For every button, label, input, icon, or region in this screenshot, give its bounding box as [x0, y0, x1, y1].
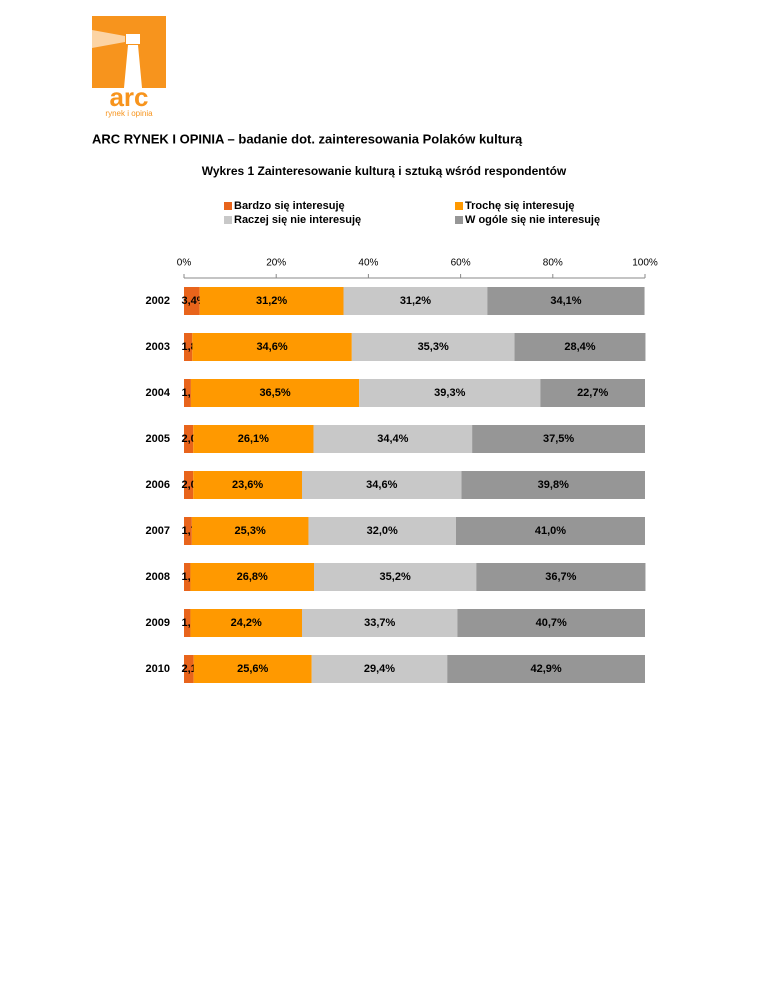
- data-label: 31,2%: [256, 295, 287, 307]
- bar-segment: [184, 287, 200, 315]
- document-title: ARC RYNEK I OPINIA – badanie dot. zainte…: [92, 131, 523, 146]
- bar-segment: [199, 287, 344, 315]
- data-label: 34,1%: [550, 295, 581, 307]
- bar-segment: [514, 333, 646, 361]
- bar-segment: [302, 471, 462, 499]
- x-tick-label: 80%: [543, 258, 563, 269]
- bar-segment: [184, 333, 193, 361]
- bar-segment: [447, 655, 645, 683]
- data-label: 39,8%: [538, 479, 569, 491]
- bar-segment: [308, 517, 456, 545]
- bar-segment: [184, 609, 191, 637]
- y-tick-label: 2008: [146, 571, 170, 583]
- x-tick-label: 60%: [451, 258, 471, 269]
- bar-segment: [184, 517, 192, 545]
- logo-lighthouse: [124, 45, 142, 88]
- data-label: 42,9%: [531, 663, 562, 675]
- legend-swatch: [224, 216, 232, 224]
- data-label: 28,4%: [564, 341, 595, 353]
- legend-swatch: [455, 216, 463, 224]
- bar-segment: [193, 425, 314, 453]
- data-label: 26,8%: [237, 571, 268, 583]
- bar-segment: [457, 609, 645, 637]
- data-label: 35,3%: [418, 341, 449, 353]
- x-tick-label: 100%: [632, 258, 658, 269]
- logo-text: arc: [109, 82, 148, 112]
- y-tick-label: 2006: [146, 479, 170, 491]
- legend-label: W ogóle się nie interesuję: [465, 214, 600, 226]
- data-label: 33,7%: [364, 617, 395, 629]
- legend-swatch: [224, 202, 232, 210]
- bar-segment: [190, 379, 360, 407]
- logo-beam: [92, 30, 125, 48]
- bar-segment: [314, 563, 477, 591]
- bar-segment: [190, 609, 303, 637]
- data-label: 24,2%: [231, 617, 262, 629]
- data-label: 39,3%: [434, 387, 465, 399]
- legend-label: Trochę się interesuję: [465, 200, 574, 212]
- data-label: 34,6%: [256, 341, 287, 353]
- bar-segment: [193, 655, 312, 683]
- y-tick-label: 2002: [146, 295, 170, 307]
- x-tick-label: 0%: [177, 258, 192, 269]
- y-tick-label: 2010: [146, 663, 170, 675]
- bar-segment: [487, 287, 645, 315]
- data-label: 31,2%: [400, 295, 431, 307]
- data-label: 35,2%: [380, 571, 411, 583]
- bar-segment: [461, 471, 645, 499]
- bar-segment: [313, 425, 473, 453]
- data-label: 34,4%: [377, 433, 408, 445]
- bar-segment: [184, 471, 194, 499]
- data-label: 32,0%: [367, 525, 398, 537]
- data-label: 41,0%: [535, 525, 566, 537]
- bar-segment: [476, 563, 646, 591]
- bar-segment: [455, 517, 645, 545]
- y-tick-label: 2005: [146, 433, 170, 445]
- y-tick-label: 2004: [146, 387, 171, 399]
- bar-segment: [184, 379, 191, 407]
- logo-lamp: [126, 34, 140, 44]
- bar-segment: [193, 471, 303, 499]
- data-label: 22,7%: [577, 387, 608, 399]
- data-label: 40,7%: [536, 617, 567, 629]
- data-label: 29,4%: [364, 663, 395, 675]
- data-label: 36,7%: [545, 571, 576, 583]
- bar-segment: [351, 333, 515, 361]
- bar-segment: [343, 287, 488, 315]
- data-label: 36,5%: [259, 387, 290, 399]
- chart-title: Wykres 1 Zainteresowanie kulturą i sztuk…: [202, 164, 567, 178]
- y-tick-label: 2007: [146, 525, 170, 537]
- data-label: 23,6%: [232, 479, 263, 491]
- data-label: 34,6%: [366, 479, 397, 491]
- bar-segment: [191, 517, 309, 545]
- bar-segment: [540, 379, 645, 407]
- bar-segment: [359, 379, 541, 407]
- bar-segment: [184, 425, 194, 453]
- y-tick-label: 2009: [146, 617, 170, 629]
- bar-segment: [472, 425, 645, 453]
- bar-segment: [190, 563, 315, 591]
- x-tick-label: 20%: [266, 258, 286, 269]
- bar-segment: [184, 563, 191, 591]
- data-label: 25,6%: [237, 663, 268, 675]
- logo-subtext: rynek i opinia: [105, 109, 153, 118]
- legend-label: Raczej się nie interesuję: [234, 214, 361, 226]
- bar-segment: [311, 655, 448, 683]
- legend-swatch: [455, 202, 463, 210]
- x-tick-label: 40%: [358, 258, 378, 269]
- bar-segment: [192, 333, 352, 361]
- data-label: 25,3%: [235, 525, 266, 537]
- data-label: 26,1%: [238, 433, 269, 445]
- y-tick-label: 2003: [146, 341, 170, 353]
- logo: arc rynek i opinia: [92, 16, 166, 118]
- legend-label: Bardzo się interesuję: [234, 200, 345, 212]
- bar-segment: [184, 655, 194, 683]
- data-label: 37,5%: [543, 433, 574, 445]
- bar-segment: [302, 609, 458, 637]
